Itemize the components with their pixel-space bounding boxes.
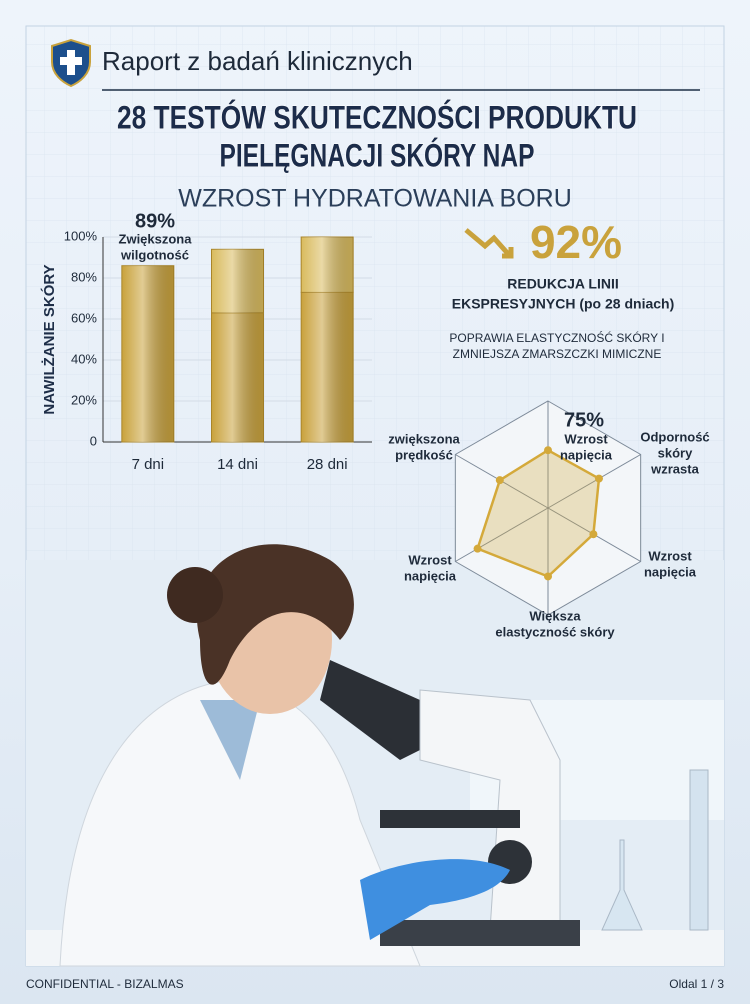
shirt [200,700,260,780]
highlight-label: REDUKCJA LINII [507,276,619,292]
radar-point [594,474,603,483]
radar-point [495,476,504,485]
radar-label: prędkość [395,447,453,462]
y-tick-label: 0 [90,433,97,448]
annotation-text: Zwiększona [119,231,193,246]
radar-point [473,544,482,553]
radar-label: napięcia [560,447,613,462]
radar-label: zwiększona [388,431,460,446]
glove [360,859,510,940]
tube [689,769,709,931]
photo [26,544,724,967]
radar-annotation: 75% [564,409,604,431]
y-tick-label: 40% [71,351,97,366]
radar-label: wzrasta [650,461,699,476]
hair [196,544,354,685]
bar-shine [211,249,264,313]
header-title: Raport z badań klinicznych [102,46,413,76]
eyepiece [320,660,440,760]
subtitle: WZROST HYDRATOWANIA BORU [178,185,572,213]
y-axis-label: NAWILŻANIE SKÓRY [40,264,58,414]
footer-left: CONFIDENTIAL - BIZALMAS [26,977,184,991]
radar-label: Wzrost [648,548,692,563]
highlight-value: 92% [530,216,622,268]
radar-label: elastyczność skóry [495,624,615,639]
radar-label: Większa [529,608,581,623]
logo [51,38,91,88]
x-tick-label: 7 dni [132,456,165,473]
down-arrow [464,228,514,259]
hair-bun [167,567,223,623]
radar-point [589,530,598,539]
annotation-value: 89% [135,210,175,232]
y-tick-label: 80% [71,269,97,284]
radar-label: Wzrost [564,431,608,446]
highlight-note: POPRAWIA ELASTYCZNOŚĆ SKÓRY I [449,330,664,345]
bar-shine [301,237,354,293]
bar-shine [121,265,174,442]
stage [380,810,520,828]
footer-right: Oldal 1 / 3 [669,977,724,991]
annotation-text: wilgotność [120,247,189,262]
x-tick-label: 28 dni [307,456,348,473]
bar-shine [211,312,264,442]
y-tick-label: 60% [71,310,97,325]
radar-label: skóry [658,445,693,460]
main-title-line: PIELĘGNACJI SKÓRY NAP [220,137,535,173]
radar-label: napięcia [404,568,457,583]
y-tick-label: 20% [71,392,97,407]
x-tick-label: 14 dni [217,456,258,473]
radar-point [544,572,552,581]
radar-spoke [455,507,549,562]
radar-spoke [547,454,641,509]
radar-point [544,446,552,455]
radar-label: Wzrost [408,552,452,567]
y-tick-label: 100% [64,228,98,243]
main-title-line: 28 TESTÓW SKUTECZNOŚCI PRODUKTU [117,99,637,135]
bar-shine [301,292,354,442]
microscope-base [380,920,580,946]
radar-label: napięcia [644,564,697,579]
radar-label: Odporność [640,429,709,444]
highlight-note: ZMNIEJSZA ZMARSZCZKI MIMICZNE [453,347,662,361]
highlight-label: EKSPRESYJNYCH (po 28 dniach) [452,296,675,312]
flask [601,839,643,931]
